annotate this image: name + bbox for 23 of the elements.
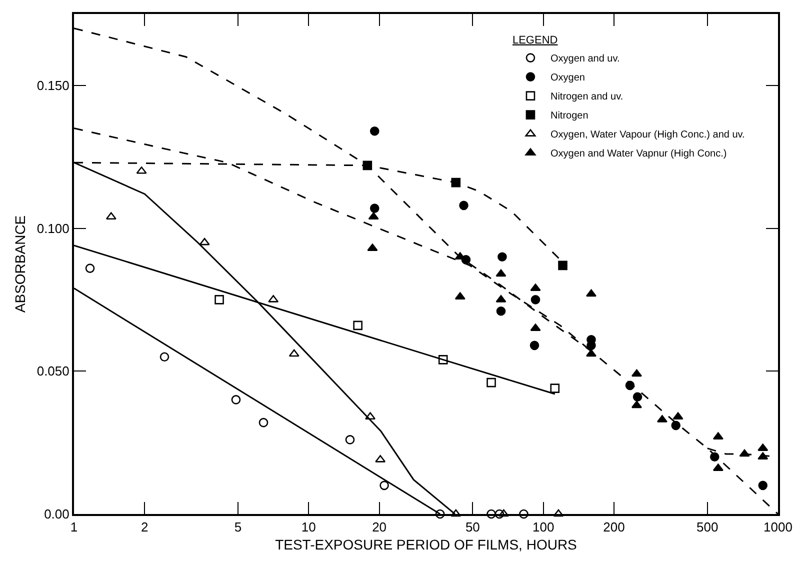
legend-label: Oxygen and uv. [550, 54, 620, 65]
x-axis-title: TEST-EXPOSURE PERIOD OF FILMS, HOURS [275, 536, 577, 552]
y-tick-label: 0.100 [36, 220, 70, 236]
y-axis-title: ABSORBANCE [12, 215, 28, 313]
legend-label: Nitrogen [550, 110, 588, 122]
legend-label: Oxygen and Water Vapnur (High Conc.) [550, 148, 727, 160]
x-tick-label: 10 [301, 520, 316, 535]
legend-label: Oxygen [550, 72, 585, 84]
legend-title: LEGEND [512, 34, 558, 46]
x-tick-label: 100 [532, 520, 554, 535]
x-tick-label: 50 [465, 520, 480, 535]
legend-label: Oxygen, Water Vapour (High Conc.) and uv. [550, 130, 745, 141]
y-tick-label: 0.00 [44, 506, 70, 522]
x-tick-label: 20 [372, 520, 387, 535]
x-tick-label: 2 [141, 520, 148, 535]
x-tick-label: 200 [603, 520, 625, 535]
x-tick-label: 1 [70, 520, 78, 535]
legend-label: Nitrogen and uv. [550, 92, 624, 103]
x-tick-label: 1000 [764, 520, 792, 535]
y-tick-label: 0.150 [36, 78, 70, 93]
y-tick-label: 0.050 [36, 364, 70, 379]
x-tick-label: 5 [234, 520, 242, 535]
x-tick-label: 500 [696, 520, 718, 535]
